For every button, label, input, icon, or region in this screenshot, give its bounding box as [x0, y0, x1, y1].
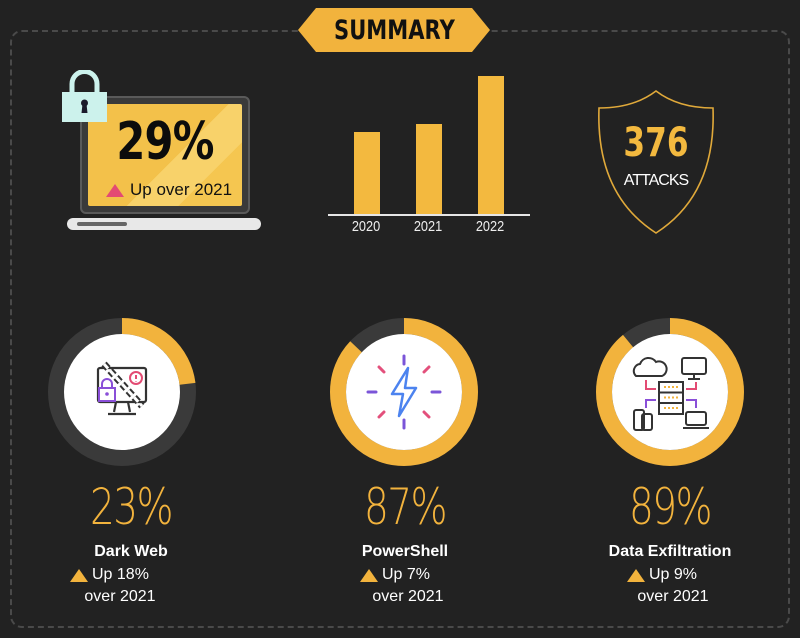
- data-exfiltration-change: Up 9%: [627, 566, 697, 584]
- laptop-screen: 29% Up over 2021: [80, 96, 250, 214]
- data-exfiltration-title: Data Exfiltration: [608, 543, 732, 560]
- bar-2020: [354, 132, 380, 214]
- powershell-period: over 2021: [372, 588, 444, 605]
- laptop-display: 29% Up over 2021: [88, 104, 242, 206]
- summary-banner: SUMMARY: [298, 8, 490, 52]
- donut-dark-web: [48, 318, 196, 466]
- dark-web-change: Up 18%: [70, 566, 149, 584]
- network-server-icon: [632, 357, 709, 431]
- powershell-change-text: Up 7%: [382, 566, 431, 583]
- bar-label-2020: 2020: [351, 218, 381, 235]
- chained-computer-icon: [96, 361, 148, 416]
- powershell-change: Up 7%: [360, 566, 430, 584]
- bar-2021: [416, 124, 442, 214]
- lightning-bolt-icon: [366, 354, 442, 430]
- data-exfiltration-period: over 2021: [637, 588, 709, 605]
- data-exfiltration-percent: 89%: [628, 478, 713, 536]
- dark-web-period: over 2021: [84, 588, 156, 605]
- dark-web-title: Dark Web: [94, 543, 168, 560]
- up-triangle-icon: [70, 568, 88, 582]
- bar-chart: [328, 60, 530, 216]
- attacks-count: 376: [623, 120, 689, 166]
- chart-baseline: [328, 214, 530, 216]
- laptop-stat-subtitle: Up over 2021: [130, 180, 233, 199]
- dark-web-percent: 23%: [89, 478, 174, 536]
- powershell-percent: 87%: [363, 478, 448, 536]
- attacks-label: ATTACKS: [623, 172, 689, 189]
- dark-web-change-text: Up 18%: [92, 566, 149, 583]
- data-exfiltration-change-text: Up 9%: [649, 566, 698, 583]
- lock-icon: [62, 70, 107, 122]
- laptop-stat-change: Up over 2021: [106, 180, 232, 200]
- page-title: SUMMARY: [333, 14, 455, 46]
- bar-label-2021: 2021: [413, 218, 443, 235]
- laptop-base: [67, 218, 261, 230]
- bar-2022: [478, 76, 504, 214]
- laptop-stat-value: 29%: [116, 112, 214, 172]
- powershell-title: PowerShell: [361, 543, 449, 560]
- up-triangle-icon: [627, 568, 645, 582]
- bar-label-2022: 2022: [475, 218, 505, 235]
- donut-powershell: [330, 318, 478, 466]
- up-triangle-icon: [360, 568, 378, 582]
- shield-icon: [598, 89, 714, 234]
- up-triangle-icon: [106, 183, 124, 197]
